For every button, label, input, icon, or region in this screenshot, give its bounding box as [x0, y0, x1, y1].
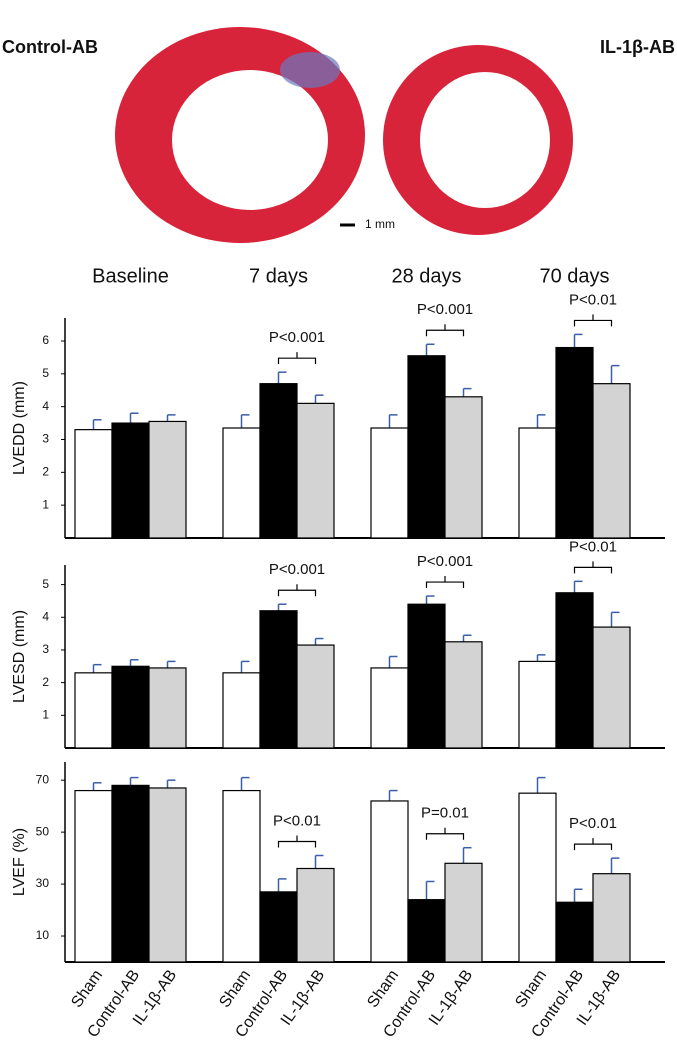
y-axis-label: LVEF (%)	[11, 828, 28, 896]
bar	[518, 660, 557, 749]
bar	[592, 383, 631, 539]
bar	[444, 641, 483, 749]
significance-bracket	[277, 835, 317, 848]
y-tick-label: 1	[42, 497, 49, 511]
bar	[148, 420, 187, 539]
y-tick-label: 2	[42, 675, 49, 689]
bar	[222, 672, 261, 749]
group-title: Baseline	[92, 265, 169, 287]
y-tick-label: 30	[36, 876, 50, 890]
y-tick-label: 50	[36, 824, 50, 838]
y-tick-label: 70	[36, 772, 50, 786]
bar	[222, 427, 261, 539]
p-value: P<0.01	[273, 812, 321, 829]
image-label: Control-AB	[2, 37, 98, 57]
significance-bracket	[573, 561, 613, 574]
category-label: Sham	[216, 967, 254, 1011]
y-tick-label: 2	[42, 465, 49, 479]
p-value: P<0.001	[417, 301, 473, 318]
bar	[555, 592, 594, 749]
p-value: P<0.001	[417, 553, 473, 570]
bar	[111, 784, 150, 963]
bar	[407, 899, 446, 963]
significance-bracket	[425, 827, 465, 840]
bar	[407, 355, 446, 539]
group-title: 7 days	[249, 265, 308, 287]
bar	[555, 346, 594, 539]
bar	[222, 789, 261, 963]
y-tick-label: 3	[42, 432, 49, 446]
p-value: P<0.01	[569, 291, 617, 308]
category-label: Sham	[512, 967, 550, 1011]
y-axis-label: LVEDD (mm)	[11, 381, 28, 475]
significance-bracket	[277, 584, 317, 597]
y-tick-label: 3	[42, 642, 49, 656]
y-tick-label: 10	[36, 928, 50, 942]
p-value: P<0.01	[569, 815, 617, 832]
heart-lumen	[420, 72, 550, 208]
bar	[444, 862, 483, 963]
bar	[296, 402, 335, 539]
bar	[592, 626, 631, 749]
bar	[148, 787, 187, 963]
group-title: 70 days	[539, 265, 609, 287]
heart-lumen	[172, 70, 328, 210]
bar	[370, 667, 409, 749]
bar	[74, 672, 113, 749]
category-label: Sham	[68, 967, 106, 1011]
y-tick-label: 4	[42, 609, 49, 623]
histology-images: 1 mm Control-AB IL-1β-AB	[2, 27, 675, 243]
bar	[518, 792, 557, 963]
bar	[148, 667, 187, 749]
y-tick-label: 1	[42, 707, 49, 721]
bar	[259, 610, 298, 749]
bar	[259, 891, 298, 963]
bar	[444, 396, 483, 539]
significance-bracket	[573, 838, 613, 851]
y-tick-label: 5	[42, 366, 49, 380]
y-tick-label: 6	[42, 333, 49, 347]
significance-bracket	[277, 352, 317, 365]
bar	[370, 427, 409, 539]
bar	[296, 644, 335, 749]
bar	[370, 800, 409, 963]
bar	[74, 429, 113, 539]
bar	[407, 603, 446, 749]
bar	[296, 867, 335, 963]
image-label: IL-1β-AB	[600, 37, 675, 57]
y-tick-label: 4	[42, 399, 49, 413]
p-value: P<0.001	[269, 561, 325, 578]
bar	[259, 383, 298, 539]
bar	[555, 901, 594, 963]
category-label: Sham	[364, 967, 402, 1011]
bar	[518, 427, 557, 539]
significance-bracket	[425, 324, 465, 337]
group-title: 28 days	[391, 265, 461, 287]
bar	[111, 422, 150, 539]
p-value: P<0.01	[569, 538, 617, 555]
significance-bracket	[573, 314, 613, 327]
fibrosis	[280, 52, 340, 88]
bar	[74, 789, 113, 963]
y-tick-label: 5	[42, 577, 49, 591]
p-value: P<0.001	[269, 329, 325, 346]
significance-bracket	[425, 576, 465, 589]
bar	[592, 873, 631, 963]
y-axis-label: LVESD (mm)	[11, 610, 28, 703]
scale-label: 1 mm	[365, 217, 395, 231]
bar	[111, 665, 150, 749]
p-value: P=0.01	[421, 805, 469, 822]
